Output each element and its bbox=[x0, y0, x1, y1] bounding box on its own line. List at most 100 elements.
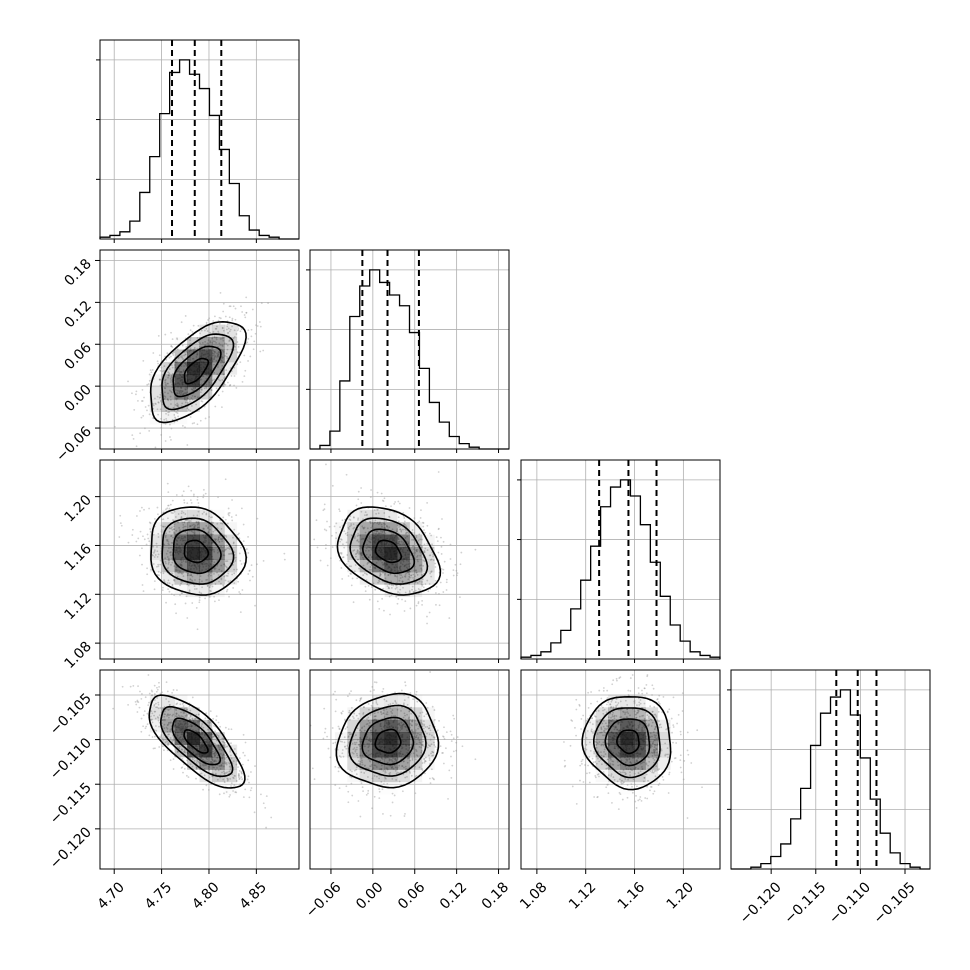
sample-point bbox=[414, 581, 417, 584]
sample-point bbox=[167, 559, 170, 562]
sample-point bbox=[403, 520, 406, 523]
sample-point bbox=[392, 533, 395, 535]
sample-point bbox=[221, 737, 224, 740]
sample-point bbox=[411, 585, 414, 588]
sample-point bbox=[237, 774, 240, 777]
sample-point bbox=[373, 764, 376, 767]
sample-point bbox=[193, 530, 196, 532]
sample-point bbox=[357, 760, 360, 762]
sample-point bbox=[195, 713, 198, 716]
sample-point bbox=[359, 699, 361, 702]
sample-point bbox=[205, 347, 208, 350]
sample-point bbox=[351, 751, 354, 754]
sample-point bbox=[371, 709, 374, 711]
sample-point bbox=[226, 779, 229, 782]
sample-point bbox=[217, 745, 220, 748]
sample-point bbox=[159, 563, 162, 566]
sample-point bbox=[237, 776, 240, 779]
sample-point bbox=[213, 356, 216, 359]
sample-point bbox=[212, 320, 215, 322]
sample-point bbox=[422, 586, 425, 589]
sample-point bbox=[222, 373, 225, 376]
sample-point bbox=[322, 737, 325, 740]
sample-point bbox=[377, 711, 379, 714]
sample-point bbox=[173, 532, 176, 535]
sample-point bbox=[210, 389, 213, 392]
sample-point bbox=[315, 519, 318, 522]
sample-point bbox=[371, 807, 373, 810]
sample-point bbox=[235, 791, 238, 794]
sample-point bbox=[222, 302, 225, 305]
sample-point bbox=[217, 378, 220, 381]
sample-point bbox=[223, 554, 226, 557]
sample-point bbox=[323, 707, 326, 710]
sample-point bbox=[378, 777, 381, 780]
sample-point bbox=[195, 403, 198, 406]
sample-point bbox=[160, 734, 163, 736]
sample-point bbox=[419, 551, 422, 554]
sample-point bbox=[146, 567, 148, 570]
sample-point bbox=[201, 580, 203, 583]
sample-point bbox=[397, 520, 400, 523]
sample-point bbox=[403, 712, 406, 715]
sample-point bbox=[240, 305, 242, 308]
sample-point bbox=[370, 765, 372, 768]
sample-point bbox=[392, 584, 395, 587]
sample-point bbox=[207, 721, 209, 724]
sample-point bbox=[226, 745, 229, 748]
sample-point bbox=[176, 404, 179, 407]
sample-point bbox=[153, 684, 156, 687]
sample-point bbox=[401, 765, 403, 767]
sample-point bbox=[245, 311, 248, 314]
sample-point bbox=[152, 402, 154, 405]
sample-point bbox=[158, 725, 160, 728]
scatter-panel-2-1 bbox=[309, 459, 510, 660]
sample-point bbox=[456, 572, 459, 574]
sample-point bbox=[403, 517, 406, 519]
sample-point bbox=[421, 743, 424, 746]
sample-point bbox=[357, 756, 359, 759]
sample-point bbox=[427, 754, 430, 757]
sample-point bbox=[217, 350, 220, 353]
sample-point bbox=[416, 574, 419, 576]
sample-point bbox=[181, 573, 184, 575]
sample-point bbox=[385, 767, 388, 770]
sample-point bbox=[396, 708, 399, 711]
sample-point bbox=[209, 341, 212, 343]
sample-point bbox=[163, 579, 165, 581]
sample-point bbox=[222, 753, 225, 756]
sample-point bbox=[248, 569, 251, 572]
sample-point bbox=[207, 343, 210, 346]
sample-point bbox=[630, 769, 633, 771]
sample-point bbox=[233, 551, 236, 554]
sample-point bbox=[142, 359, 145, 362]
sample-point bbox=[409, 723, 412, 725]
sample-point bbox=[234, 775, 236, 777]
sample-point bbox=[401, 580, 404, 583]
sample-point bbox=[191, 575, 194, 578]
sample-point bbox=[221, 361, 224, 364]
sample-point bbox=[438, 592, 440, 595]
sample-point bbox=[656, 739, 658, 742]
sample-point bbox=[255, 324, 257, 326]
sample-point bbox=[365, 553, 368, 556]
contour-line bbox=[374, 539, 403, 564]
sample-point bbox=[212, 530, 215, 533]
sample-point bbox=[357, 534, 360, 537]
sample-point bbox=[158, 681, 160, 684]
sample-point bbox=[418, 715, 421, 718]
sample-point bbox=[166, 714, 168, 717]
sample-point bbox=[148, 734, 151, 737]
sample-point bbox=[169, 737, 172, 739]
sample-point bbox=[339, 540, 342, 543]
sample-point bbox=[183, 521, 186, 524]
sample-point bbox=[432, 736, 435, 738]
density-cell bbox=[187, 571, 200, 585]
sample-point bbox=[176, 337, 178, 340]
sample-point bbox=[225, 763, 228, 766]
sample-point bbox=[192, 495, 195, 498]
sample-point bbox=[380, 780, 383, 783]
sample-point bbox=[424, 726, 427, 728]
sample-point bbox=[205, 579, 207, 581]
sample-point bbox=[408, 770, 411, 773]
